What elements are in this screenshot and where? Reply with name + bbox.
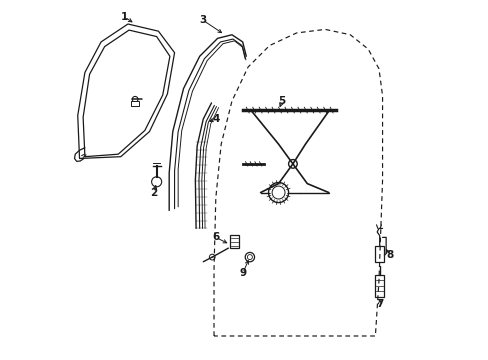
Text: 5: 5 — [278, 96, 285, 106]
Bar — [230, 234, 239, 248]
Text: 4: 4 — [212, 114, 219, 124]
Bar — [375, 246, 384, 262]
Text: 7: 7 — [376, 299, 383, 309]
Text: 2: 2 — [150, 188, 158, 198]
Text: 8: 8 — [386, 250, 392, 260]
Text: 1: 1 — [121, 12, 128, 22]
Bar — [131, 102, 139, 106]
Text: 3: 3 — [199, 15, 206, 26]
Text: 9: 9 — [239, 268, 246, 278]
Bar — [375, 275, 384, 297]
Text: 6: 6 — [212, 232, 219, 242]
